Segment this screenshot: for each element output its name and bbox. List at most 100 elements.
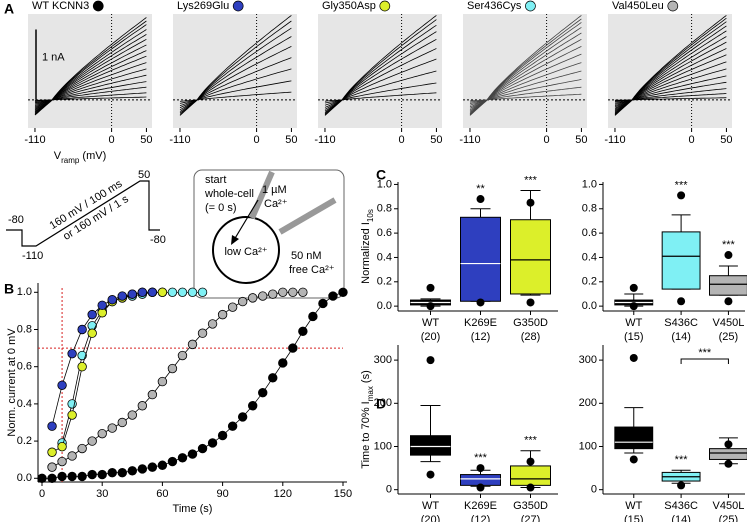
x-tick-label: V450L bbox=[713, 500, 745, 512]
flier bbox=[426, 470, 435, 479]
diagram-text: 1 µM bbox=[262, 184, 287, 196]
data-point bbox=[227, 421, 238, 431]
data-point bbox=[147, 462, 158, 472]
flier bbox=[526, 198, 535, 207]
panel-label: A bbox=[4, 1, 14, 17]
box bbox=[510, 219, 551, 295]
diagram-text: 50 nM bbox=[291, 250, 322, 262]
x-axis-label-part: V bbox=[54, 150, 62, 162]
voltage-protocol: -80 -110 160 mV / 100 ms or 160 mV / 1 s… bbox=[6, 169, 166, 262]
legend-marker bbox=[667, 0, 679, 12]
cell bbox=[212, 216, 280, 284]
data-point bbox=[278, 358, 288, 368]
flier bbox=[426, 356, 435, 365]
y-tick-label: 100 bbox=[374, 440, 392, 452]
count-label: (15) bbox=[624, 514, 644, 522]
flier bbox=[724, 251, 733, 260]
data-point bbox=[57, 456, 67, 467]
data-point bbox=[67, 410, 77, 420]
series-line bbox=[51, 291, 163, 453]
significance: *** bbox=[675, 454, 689, 466]
data-point bbox=[67, 451, 77, 461]
y-tick-label: 300 bbox=[579, 354, 597, 366]
x-tick-label: 50 bbox=[575, 134, 587, 146]
y-tick-label: 0 bbox=[386, 484, 392, 496]
protocol-trace bbox=[6, 180, 160, 247]
x-tick-label: WT bbox=[625, 317, 642, 329]
count-label: (25) bbox=[719, 514, 739, 522]
data-point bbox=[298, 287, 308, 297]
data-point bbox=[127, 466, 138, 476]
y-tick-label: 300 bbox=[374, 354, 392, 366]
y-axis-label-part: Normalized I bbox=[360, 222, 372, 284]
x-axis-label-part: (mV) bbox=[79, 150, 106, 162]
flier bbox=[629, 302, 638, 311]
data-point bbox=[177, 453, 188, 463]
data-point bbox=[268, 373, 278, 383]
data-point bbox=[67, 348, 77, 359]
x-tick-label: 30 bbox=[96, 488, 108, 500]
bracket bbox=[680, 358, 729, 364]
count-label: (14) bbox=[671, 331, 691, 343]
y-tick-label: 200 bbox=[374, 397, 392, 409]
x-tick-label: 60 bbox=[156, 488, 168, 500]
diagram-text: (= 0 s) bbox=[205, 202, 236, 214]
significance: *** bbox=[524, 435, 538, 447]
current-trace bbox=[324, 92, 437, 102]
count-label: (12) bbox=[471, 514, 491, 522]
diagram-text: whole-cell bbox=[204, 188, 254, 200]
data-point bbox=[127, 410, 138, 420]
flier bbox=[476, 195, 485, 204]
box bbox=[510, 465, 551, 486]
x-tick-label: V450L bbox=[713, 317, 745, 329]
data-point bbox=[177, 350, 188, 361]
data-point bbox=[167, 456, 178, 467]
y-tick-label: 200 bbox=[579, 397, 597, 409]
data-point bbox=[137, 287, 148, 297]
flier bbox=[677, 297, 686, 306]
x-tick-label: 0 bbox=[399, 134, 405, 146]
arrow-head bbox=[231, 235, 239, 245]
flier bbox=[724, 297, 733, 306]
x-tick-label: 0 bbox=[109, 134, 115, 146]
plot-background bbox=[463, 14, 587, 128]
data-point bbox=[217, 430, 228, 441]
y-tick-label: 0.0 bbox=[582, 300, 597, 312]
protocol-label: -110 bbox=[22, 250, 43, 262]
count-label: (25) bbox=[719, 331, 739, 343]
y-tick-label: 0.2 bbox=[17, 435, 32, 447]
flier bbox=[677, 191, 686, 200]
count-label: (12) bbox=[471, 331, 491, 343]
data-point bbox=[77, 443, 87, 454]
flier bbox=[476, 483, 485, 492]
data-point bbox=[247, 401, 258, 411]
data-point bbox=[187, 449, 198, 459]
count-label: (20) bbox=[421, 514, 441, 522]
data-point bbox=[57, 441, 67, 452]
panel-label: C bbox=[376, 167, 386, 183]
data-point bbox=[47, 421, 57, 431]
count-label: (14) bbox=[671, 514, 691, 522]
legend-marker bbox=[92, 0, 104, 12]
panel-title: Lys269Glu bbox=[177, 0, 229, 12]
x-tick-label: WT bbox=[422, 317, 439, 329]
x-tick-label: -110 bbox=[459, 134, 480, 146]
x-tick-label: S436C bbox=[664, 500, 698, 512]
data-point bbox=[197, 287, 208, 297]
data-point bbox=[137, 401, 148, 411]
flier bbox=[629, 353, 638, 362]
data-point bbox=[137, 464, 148, 474]
y-tick-label: 0.6 bbox=[17, 361, 32, 373]
flier bbox=[526, 457, 535, 466]
data-point bbox=[227, 302, 238, 312]
count-label: (27) bbox=[521, 514, 541, 522]
current-trace bbox=[34, 96, 147, 101]
scale-bar-label: 1 nA bbox=[42, 52, 65, 64]
y-tick-label: 0 bbox=[591, 484, 597, 496]
data-point bbox=[107, 468, 117, 478]
x-tick-label: S436C bbox=[664, 317, 698, 329]
x-tick-label: 0 bbox=[689, 134, 695, 146]
arrow bbox=[233, 199, 259, 241]
x-tick-label: 0 bbox=[254, 134, 260, 146]
